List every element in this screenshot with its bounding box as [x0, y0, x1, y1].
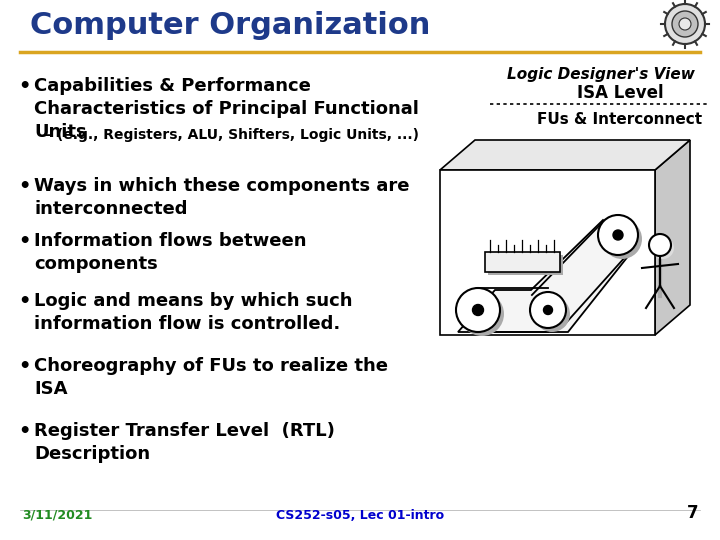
- Text: Computer Organization: Computer Organization: [30, 11, 431, 40]
- Ellipse shape: [602, 219, 642, 259]
- Text: •: •: [18, 232, 30, 251]
- Text: •: •: [18, 77, 30, 96]
- Circle shape: [665, 4, 705, 44]
- Text: – (e.g., Registers, ALU, Shifters, Logic Units, ...): – (e.g., Registers, ALU, Shifters, Logic…: [45, 128, 419, 142]
- Text: Logic Designer's View: Logic Designer's View: [507, 66, 695, 82]
- Circle shape: [652, 237, 674, 259]
- Text: 7: 7: [686, 504, 698, 522]
- Circle shape: [544, 306, 552, 314]
- Text: Register Transfer Level  (RTL)
Description: Register Transfer Level (RTL) Descriptio…: [34, 422, 335, 463]
- Text: Logic and means by which such
information flow is controlled.: Logic and means by which such informatio…: [34, 292, 353, 333]
- Polygon shape: [655, 140, 690, 335]
- Bar: [488, 255, 563, 275]
- Text: Ways in which these components are
interconnected: Ways in which these components are inter…: [34, 177, 410, 218]
- Text: Capabilities & Performance
Characteristics of Principal Functional
Units: Capabilities & Performance Characteristi…: [34, 77, 419, 141]
- Text: •: •: [18, 357, 30, 376]
- Circle shape: [649, 234, 671, 256]
- Text: FUs & Interconnect: FUs & Interconnect: [537, 111, 703, 126]
- Polygon shape: [458, 220, 633, 332]
- Polygon shape: [440, 170, 655, 335]
- Text: •: •: [18, 292, 30, 311]
- Circle shape: [472, 305, 484, 315]
- Text: Information flows between
components: Information flows between components: [34, 232, 307, 273]
- Text: Choreography of FUs to realize the
ISA: Choreography of FUs to realize the ISA: [34, 357, 388, 398]
- Circle shape: [672, 11, 698, 37]
- Circle shape: [456, 288, 500, 332]
- Circle shape: [530, 292, 566, 328]
- Circle shape: [598, 215, 638, 255]
- Ellipse shape: [534, 296, 570, 332]
- Circle shape: [613, 230, 623, 240]
- Text: •: •: [18, 177, 30, 196]
- Ellipse shape: [460, 292, 504, 336]
- Text: CS252-s05, Lec 01-intro: CS252-s05, Lec 01-intro: [276, 509, 444, 522]
- Polygon shape: [440, 140, 690, 170]
- Text: ISA Level: ISA Level: [577, 84, 663, 102]
- Circle shape: [679, 18, 691, 30]
- Text: 3/11/2021: 3/11/2021: [22, 509, 92, 522]
- Bar: [485, 252, 560, 272]
- Text: •: •: [18, 422, 30, 441]
